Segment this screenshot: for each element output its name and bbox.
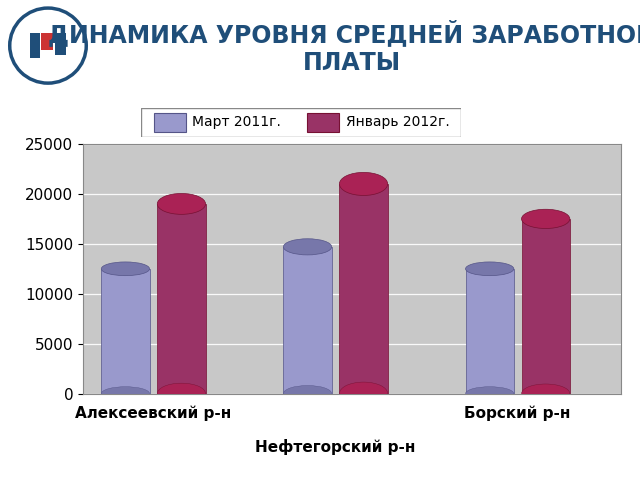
Text: ДИНАМИКА УРОВНЯ СРЕДНЕЙ ЗАРАБОТНОЙ
ПЛАТЫ: ДИНАМИКА УРОВНЯ СРЕДНЕЙ ЗАРАБОТНОЙ ПЛАТЫ: [48, 21, 640, 75]
Bar: [284, 247, 332, 394]
Text: Январь 2012г.: Январь 2012г.: [346, 115, 449, 129]
Text: Алексеевский р-н: Алексеевский р-н: [76, 406, 232, 421]
Ellipse shape: [339, 172, 388, 195]
Ellipse shape: [465, 387, 514, 400]
Ellipse shape: [101, 387, 150, 400]
Bar: [339, 184, 388, 394]
Ellipse shape: [339, 382, 388, 405]
Ellipse shape: [522, 384, 570, 403]
Ellipse shape: [522, 209, 570, 228]
Ellipse shape: [157, 193, 205, 215]
Bar: [307, 113, 339, 132]
Ellipse shape: [284, 385, 332, 402]
Bar: [157, 204, 205, 394]
Bar: [42, 34, 53, 50]
Ellipse shape: [157, 383, 205, 404]
Bar: [54, 34, 67, 55]
Text: Нефтегорский р-н: Нефтегорский р-н: [255, 439, 416, 455]
Bar: [101, 269, 150, 394]
Bar: [154, 113, 186, 132]
Ellipse shape: [101, 262, 150, 276]
Text: Борский р-н: Борский р-н: [465, 406, 571, 421]
Circle shape: [10, 8, 86, 83]
Bar: [465, 269, 514, 394]
Bar: [29, 34, 40, 58]
Text: Март 2011г.: Март 2011г.: [192, 115, 281, 129]
Ellipse shape: [465, 262, 514, 276]
Ellipse shape: [284, 239, 332, 255]
Bar: [522, 219, 570, 394]
